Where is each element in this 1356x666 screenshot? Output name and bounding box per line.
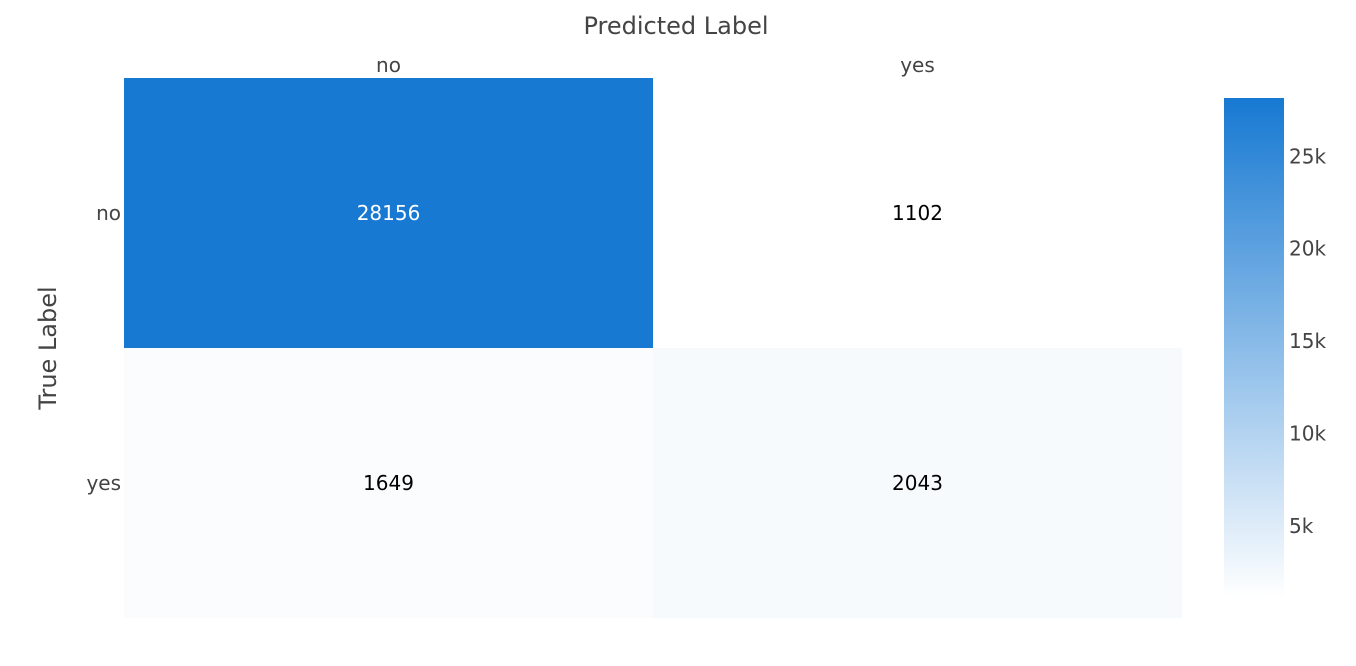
cell-value-label: 1102: [892, 201, 943, 225]
cell-value-label: 2043: [892, 471, 943, 495]
colorbar-tick-label: 25k: [1289, 144, 1326, 168]
colorbar-tick-label: 10k: [1289, 422, 1326, 446]
colorbar-gradient: [1224, 98, 1284, 598]
x-tick-labels: no yes: [376, 53, 935, 77]
heatmap-cell-no-yes: [653, 78, 1182, 348]
y-tick-labels: no yes: [86, 201, 121, 495]
y-tick-label: no: [96, 201, 121, 225]
cell-value-label: 28156: [357, 201, 421, 225]
cell-value-label: 1649: [363, 471, 414, 495]
y-tick-label: yes: [86, 471, 121, 495]
heatmap-cell-yes-yes: [653, 348, 1182, 618]
heatmap-cells: 28156 1102 1649 2043: [124, 78, 1182, 618]
x-axis-title: Predicted Label: [583, 12, 768, 40]
heatmap-cell-yes-no: [124, 348, 653, 618]
colorbar-tick-label: 20k: [1289, 237, 1326, 261]
colorbar: 5k 10k 15k 20k 25k: [1224, 98, 1326, 598]
x-tick-label: no: [376, 53, 401, 77]
colorbar-tick-labels: 5k 10k 15k 20k 25k: [1289, 144, 1326, 538]
y-axis-title: True Label: [34, 286, 62, 410]
colorbar-tick-label: 5k: [1289, 514, 1314, 538]
colorbar-tick-label: 15k: [1289, 329, 1326, 353]
x-tick-label: yes: [900, 53, 935, 77]
heatmap-cell-no-no: [124, 78, 653, 348]
